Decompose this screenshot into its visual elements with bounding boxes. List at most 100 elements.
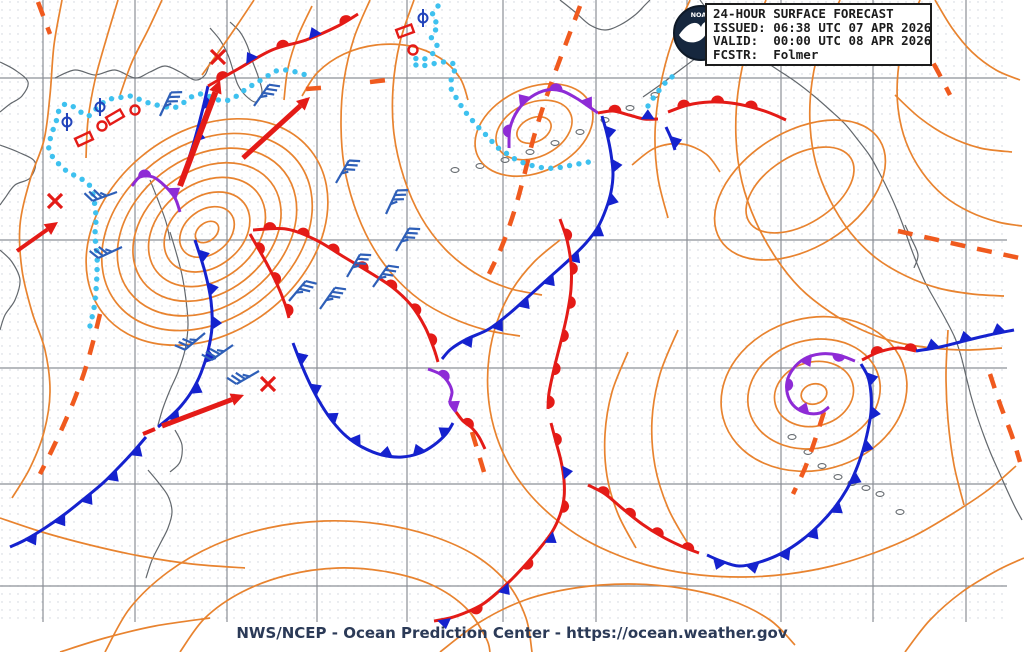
motion-arrow-shaft bbox=[241, 103, 303, 160]
sea-ice-edge-dot bbox=[282, 67, 289, 73]
warm-front-semicircle bbox=[547, 395, 555, 409]
forecast-valid: VALID: 00:00 UTC 08 APR 2026 bbox=[713, 33, 932, 48]
sea-ice-edge-dot bbox=[50, 126, 56, 133]
cold-front-triangle bbox=[348, 434, 361, 447]
cold-front-triangle bbox=[959, 330, 973, 343]
island bbox=[450, 167, 460, 173]
obs-circle-symbol bbox=[407, 44, 419, 56]
wind-barb bbox=[201, 344, 234, 361]
warm-front-semicircle bbox=[711, 95, 725, 103]
sea-ice-edge-dot bbox=[529, 162, 535, 169]
isobar-ring bbox=[100, 132, 314, 332]
coastline bbox=[0, 61, 29, 113]
sea-ice-edge-dot bbox=[92, 238, 99, 244]
sea-ice-edge-dot bbox=[422, 62, 428, 69]
sea-ice-edge-dot bbox=[448, 77, 454, 83]
warm-front-semicircle bbox=[608, 104, 622, 113]
isobar-ring bbox=[132, 161, 282, 303]
warm-front-semicircle bbox=[263, 222, 277, 229]
front-mixed bbox=[207, 12, 359, 88]
sea-ice-edge-dot bbox=[47, 135, 54, 142]
position-x-mark bbox=[209, 48, 227, 66]
wind-barb bbox=[288, 280, 317, 302]
ice-phi-symbol bbox=[417, 9, 429, 27]
warm-front-semicircle bbox=[502, 124, 511, 138]
cold-front-triangle bbox=[246, 51, 259, 65]
forecast-forecaster: FCSTR: Folmer bbox=[713, 46, 819, 62]
warm-front-semicircle bbox=[651, 527, 664, 538]
sea-ice-edge-dot bbox=[645, 103, 651, 109]
sea-ice-edge-dot bbox=[450, 60, 456, 67]
obs-circle-symbol bbox=[129, 104, 141, 116]
sea-ice-edge-dot bbox=[91, 304, 97, 311]
isobar-ring bbox=[163, 191, 251, 273]
cold-front-triangle bbox=[866, 372, 879, 386]
sea-ice-edge-dot bbox=[566, 162, 573, 169]
obs-circle-symbol bbox=[96, 120, 108, 132]
isobar bbox=[340, 0, 521, 337]
sea-ice-edge-dot bbox=[92, 229, 98, 235]
sea-ice-edge-dot bbox=[576, 161, 582, 167]
sea-ice-edge-dot bbox=[118, 94, 124, 101]
isobar-ring bbox=[194, 220, 220, 244]
cold-front-triangle bbox=[211, 315, 223, 330]
front-mixed bbox=[454, 411, 487, 450]
trough-line bbox=[897, 228, 1024, 262]
sea-ice-edge-dot bbox=[70, 103, 76, 110]
sea-ice-edge-dot bbox=[86, 182, 93, 188]
trough-line bbox=[35, 1, 53, 35]
sea-ice-edge-dot bbox=[448, 86, 455, 92]
island bbox=[875, 491, 885, 497]
warm-front-semicircle bbox=[255, 242, 265, 255]
trough-line bbox=[987, 373, 1023, 463]
wind-barb bbox=[226, 370, 260, 385]
sea-ice-edge-dot bbox=[428, 35, 435, 41]
island bbox=[861, 485, 871, 491]
obs-rect-symbol bbox=[104, 107, 126, 127]
cold-front-triangle bbox=[460, 335, 474, 348]
front-occluded bbox=[130, 174, 182, 213]
forecast-header-box: 24-HOUR SURFACE FORECAST ISSUED: 06:38 U… bbox=[705, 3, 932, 66]
sea-ice-edge-dot bbox=[92, 295, 98, 301]
sea-ice-edge-dot bbox=[233, 93, 239, 99]
island bbox=[575, 129, 585, 135]
trough-line bbox=[305, 84, 333, 92]
sea-ice-edge-dot bbox=[61, 101, 68, 108]
isobar bbox=[894, 94, 1013, 153]
sea-ice-edge-dot bbox=[662, 80, 668, 86]
sea-ice-edge-dot bbox=[458, 102, 464, 109]
cold-front-triangle bbox=[849, 471, 862, 485]
isobar bbox=[104, 519, 533, 652]
coastline bbox=[149, 179, 171, 241]
cold-front-triangle bbox=[190, 381, 203, 394]
isobar bbox=[59, 617, 211, 652]
sea-ice-edge-dot bbox=[495, 145, 502, 151]
sea-ice-edge-dot bbox=[511, 155, 518, 162]
sea-ice-edge-dot bbox=[453, 94, 459, 101]
sea-ice-edge-dot bbox=[429, 11, 436, 17]
front-mixed bbox=[597, 109, 659, 121]
sea-ice-edge-dot bbox=[538, 164, 545, 171]
wind-barb bbox=[174, 332, 206, 351]
sea-ice-edge-dot bbox=[91, 200, 98, 207]
warm-front-semicircle bbox=[744, 100, 758, 109]
motion-arrow-head bbox=[43, 222, 58, 235]
warm-front-semicircle bbox=[563, 228, 573, 242]
wind-barb bbox=[319, 286, 347, 310]
motion-arrow-head bbox=[209, 80, 222, 95]
sea-ice-edge-dot bbox=[257, 77, 263, 84]
cold-front-triangle bbox=[309, 383, 322, 397]
warm-front-semicircle bbox=[327, 243, 340, 254]
forecast-issued: ISSUED: 06:38 UTC 07 APR 2026 bbox=[713, 19, 932, 35]
trough-line bbox=[469, 431, 487, 473]
coastline bbox=[0, 249, 21, 331]
warm-front-semicircle bbox=[832, 353, 846, 362]
cold-front-triangle bbox=[207, 282, 219, 296]
cold-front-triangle bbox=[604, 125, 617, 140]
cold-front-triangle bbox=[198, 249, 210, 263]
cold-front-triangle bbox=[542, 274, 555, 287]
motion-arrow-head bbox=[296, 97, 310, 111]
isobar bbox=[654, 0, 691, 219]
